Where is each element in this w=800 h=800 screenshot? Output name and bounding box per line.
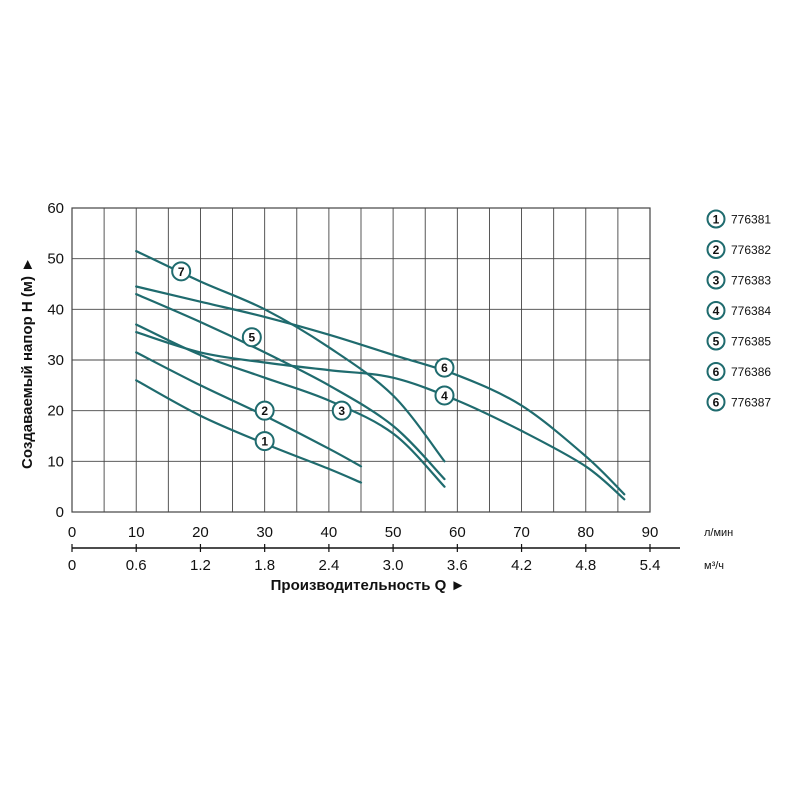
x2-tick-label: 4.8 xyxy=(575,557,596,574)
y-tick-label: 60 xyxy=(47,200,64,217)
y-tick-label: 40 xyxy=(47,301,64,318)
x-tick-label: 80 xyxy=(577,524,594,541)
y-axis-ticks: 0 10 20 30 40 50 60 xyxy=(47,200,64,521)
y-tick-label: 10 xyxy=(47,453,64,470)
curve-776383 xyxy=(135,323,446,488)
curve-776384 xyxy=(135,331,626,501)
legend-badge xyxy=(706,301,726,320)
x2-tick-label: 1.8 xyxy=(254,557,275,574)
curve-badge-776381 xyxy=(254,431,275,452)
legend-badge-label: 6 xyxy=(713,396,720,410)
x-tick-label: 20 xyxy=(192,524,209,541)
legend-label: 776383 xyxy=(731,274,771,288)
curve-badge-776386 xyxy=(434,357,455,378)
curve-badge-776385 xyxy=(241,327,262,348)
y-tick-label: 50 xyxy=(47,251,64,268)
legend-badge xyxy=(706,392,726,412)
x2-tick-label: 4.2 xyxy=(511,557,532,574)
legend-badge-label: 1 xyxy=(713,213,720,227)
legend: 1 776381 2 776382 3 776383 4 776384 5 776385 6 7763… xyxy=(706,209,771,412)
x-tick-label: 40 xyxy=(321,524,338,541)
legend-badge xyxy=(706,240,726,259)
curve-badge-776383 xyxy=(331,400,352,421)
legend-label: 776387 xyxy=(731,396,771,410)
legend-badge-label: 6 xyxy=(713,365,720,379)
x-axis-unit-m3h: м³/ч xyxy=(704,560,724,572)
legend-badge xyxy=(706,209,726,229)
legend-label: 776384 xyxy=(731,304,771,318)
legend-label: 776385 xyxy=(731,335,771,349)
y-tick-label: 20 xyxy=(47,403,64,420)
legend-label: 776381 xyxy=(731,213,771,227)
y-tick-label: 0 xyxy=(56,504,64,521)
curve-776386 xyxy=(135,285,626,496)
y-axis-title: Создаваемый напор H (м) ► xyxy=(19,257,36,469)
x2-tick-label: 2.4 xyxy=(318,557,339,574)
x2-tick-label: 1.2 xyxy=(190,557,211,574)
x2-tick-label: 3.6 xyxy=(447,557,468,574)
x-tick-label: 60 xyxy=(449,524,466,541)
legend-badge xyxy=(706,331,726,351)
curve-776385 xyxy=(135,293,446,481)
legend-badge-label: 5 xyxy=(713,335,720,349)
x-tick-label: 90 xyxy=(642,524,659,541)
curve-badge-label: 2 xyxy=(261,404,268,418)
x-tick-label: 50 xyxy=(385,524,402,541)
x-axis-m3h: 0 0.6 1.2 1.8 2.4 3.0 3.6 4.2 4.8 5.4 xyxy=(68,544,680,574)
x-tick-label: 10 xyxy=(128,524,145,541)
curve-badge-label: 1 xyxy=(261,435,268,449)
grid xyxy=(71,207,651,513)
legend-badge xyxy=(706,362,726,381)
x2-tick-label: 5.4 xyxy=(640,557,661,574)
curve-badge-label: 7 xyxy=(178,265,185,279)
curve-badge-label: 4 xyxy=(441,389,448,403)
x2-tick-label: 0.6 xyxy=(126,557,147,574)
x2-tick-label: 3.0 xyxy=(383,557,404,574)
x-tick-label: 30 xyxy=(256,524,273,541)
curve-badges: 1 2 3 4 5 6 7 xyxy=(171,261,455,452)
x-tick-label: 0 xyxy=(68,524,76,541)
legend-badge-label: 4 xyxy=(713,304,720,318)
legend-label: 776386 xyxy=(731,365,771,379)
y-tick-label: 30 xyxy=(47,352,64,369)
curve-badge-776382 xyxy=(254,400,275,421)
x-tick-label: 70 xyxy=(513,524,530,541)
x-axis-unit-lmin: л/мин xyxy=(704,527,733,539)
curve-776381 xyxy=(135,379,363,484)
curve-badge-label: 5 xyxy=(248,331,255,345)
legend-badge-label: 2 xyxy=(713,243,720,257)
legend-badge xyxy=(706,270,726,290)
curve-badge-label: 3 xyxy=(338,404,345,418)
curve-badge-label: 6 xyxy=(441,361,448,375)
x-axis-ticks-lmin: 0 10 20 30 40 50 60 70 80 90 xyxy=(68,524,659,541)
x-axis-title: Производительность Q ► xyxy=(271,577,466,594)
x2-tick-label: 0 xyxy=(68,557,76,574)
legend-label: 776382 xyxy=(731,243,771,257)
curve-badge-776384 xyxy=(434,385,455,406)
curve-776387 xyxy=(135,250,446,463)
curve-badge-776387 xyxy=(171,261,192,282)
legend-badge-label: 3 xyxy=(713,274,720,288)
curves xyxy=(135,250,626,501)
